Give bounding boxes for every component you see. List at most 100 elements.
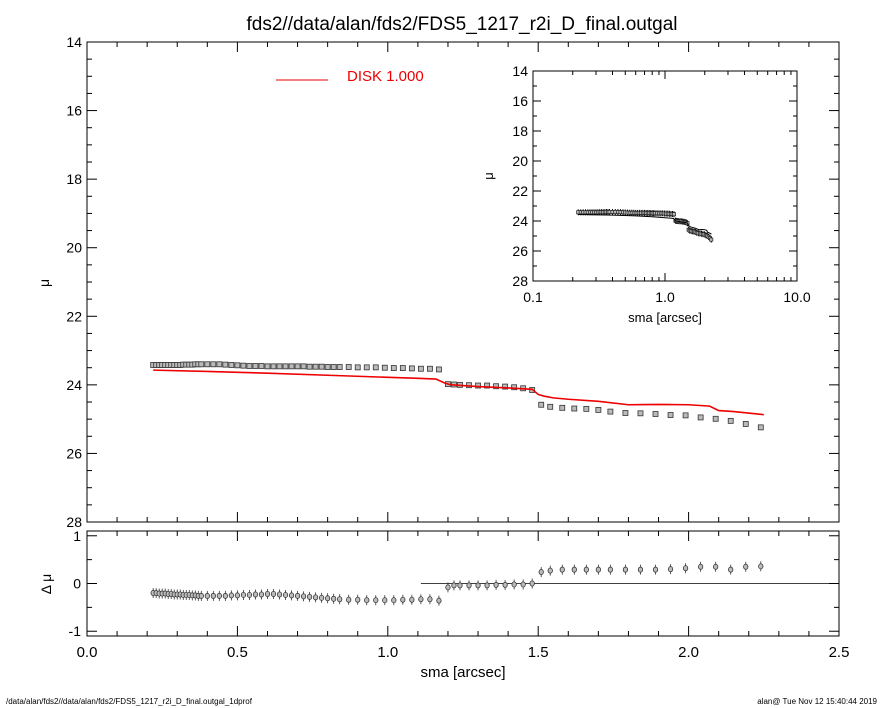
data-point <box>637 410 644 417</box>
residual-point <box>511 581 517 588</box>
data-point <box>330 364 337 370</box>
x-tick-label: 0.5 <box>227 644 248 661</box>
inset-plot-frame <box>532 70 798 282</box>
residual-point <box>252 591 259 598</box>
chart-title: fds2//data/alan/fds2/FDS5_1217_r2i_D_fin… <box>247 14 678 35</box>
inset-y-tick-label: 24 <box>512 213 528 229</box>
residual-point <box>409 596 415 603</box>
residual-point <box>246 591 253 598</box>
data-point <box>511 384 518 391</box>
residual-point <box>445 584 451 591</box>
residual-point <box>258 591 265 598</box>
data-point <box>324 364 331 370</box>
residual-point <box>300 593 307 600</box>
data-point <box>204 361 211 368</box>
residual-point <box>331 595 337 602</box>
residual-panel: 1 0 -1 Δ μ <box>38 528 840 639</box>
data-point <box>318 363 325 370</box>
inset-x-tick-label: 0.1 <box>523 289 543 305</box>
residual-point <box>234 592 240 599</box>
residual-point <box>538 569 544 576</box>
residual-point <box>698 563 704 570</box>
residual-point <box>288 592 295 599</box>
residual-point <box>667 566 674 573</box>
residual-point <box>264 591 271 598</box>
residual-point <box>682 565 689 572</box>
residual-point <box>758 563 764 570</box>
data-point <box>336 364 343 370</box>
data-point <box>228 362 235 368</box>
data-point <box>246 363 253 369</box>
residual-point <box>228 592 234 599</box>
main-y-tick-label: 14 <box>66 34 82 50</box>
data-point <box>258 363 265 369</box>
footer-file-path: /data/alan/fds2//data/alan/fds2/FDS5_121… <box>6 697 252 706</box>
data-point <box>742 421 749 427</box>
residual-point <box>607 566 613 573</box>
data-point <box>547 403 554 410</box>
residual-point <box>547 567 553 574</box>
data-point <box>484 382 490 389</box>
data-point <box>436 366 442 373</box>
data-point <box>595 406 602 413</box>
data-point <box>475 382 481 389</box>
residual-point <box>529 580 535 587</box>
residual-point <box>728 566 734 573</box>
inset-y-tick-label: 20 <box>512 153 528 169</box>
x-axis-label: sma [arcsec] <box>420 664 505 681</box>
residual-point <box>337 596 343 603</box>
residual-point <box>270 591 277 598</box>
inset-data-point <box>672 212 676 217</box>
residual-point <box>743 563 749 570</box>
x-tick-label: 2.5 <box>829 644 850 661</box>
residual-point <box>222 592 228 599</box>
main-y-tick-label: 18 <box>66 171 82 187</box>
data-point <box>622 410 629 416</box>
data-point <box>559 404 566 411</box>
data-point <box>216 361 223 368</box>
legend-label: DISK 1.000 <box>347 68 424 85</box>
inset-data-point <box>709 237 714 242</box>
disk-model-line <box>153 369 764 416</box>
inset-y-tick-label: 16 <box>512 93 528 109</box>
inset-x-tick-label: 1.0 <box>655 289 675 305</box>
data-point <box>252 363 259 369</box>
data-point <box>363 364 370 371</box>
data-point <box>276 363 283 370</box>
residual-point <box>493 581 499 588</box>
data-point <box>697 414 704 421</box>
residual-point <box>436 597 442 604</box>
residual-point <box>475 582 481 589</box>
data-point <box>390 365 397 371</box>
main-panel: 14 16 18 20 22 24 26 28 DISK 1.000 μ <box>36 34 840 530</box>
data-point <box>282 363 289 370</box>
residual-point <box>451 582 457 589</box>
data-point <box>300 363 307 370</box>
residual-point <box>622 566 629 573</box>
residual-point <box>400 596 406 603</box>
data-point <box>372 364 379 371</box>
main-y-tick-label: 24 <box>66 377 82 393</box>
inset-y-label: μ <box>481 172 496 180</box>
residual-y-tick-label: 1 <box>73 528 81 544</box>
residual-point <box>559 566 565 573</box>
data-point <box>583 405 590 412</box>
data-point <box>354 364 361 371</box>
inset-y-tick-label: 14 <box>512 63 528 79</box>
main-y-tick-label: 22 <box>66 308 82 324</box>
residual-point <box>204 592 210 599</box>
data-point <box>667 412 674 418</box>
data-point <box>652 411 659 417</box>
data-point <box>288 363 295 370</box>
residual-point <box>325 595 331 602</box>
main-y-tick-label: 28 <box>66 514 82 530</box>
data-point <box>727 417 734 424</box>
data-point <box>571 405 578 412</box>
data-point <box>417 365 424 372</box>
inset-x-tick-label: 10.0 <box>783 289 810 305</box>
inset-y-tick-label: 22 <box>512 183 528 199</box>
data-point <box>682 412 689 419</box>
residual-point <box>216 592 222 599</box>
residual-point <box>210 592 216 599</box>
